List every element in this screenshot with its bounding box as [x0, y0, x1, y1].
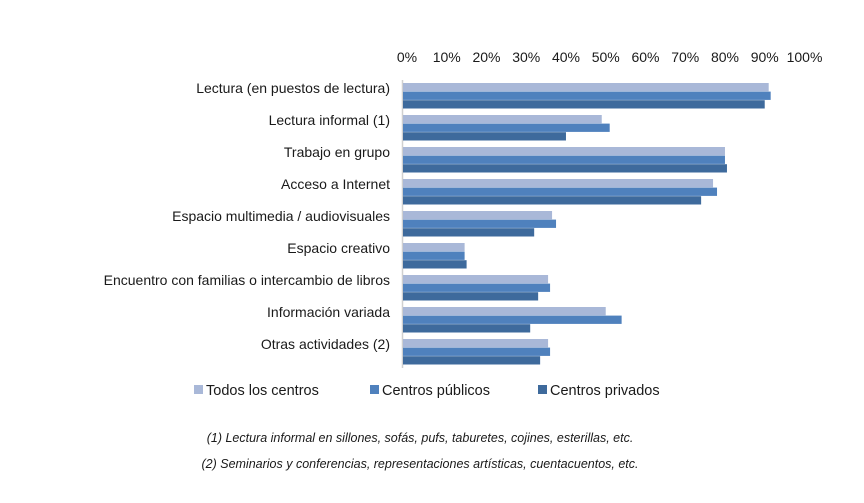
- bar: [403, 292, 539, 301]
- bar: [403, 315, 622, 324]
- footnote-1: (1) Lectura informal en sillones, sofás,…: [207, 431, 634, 445]
- legend-swatch: [538, 385, 547, 394]
- bar: [403, 115, 602, 124]
- bar: [403, 219, 557, 228]
- bar: [403, 179, 714, 188]
- category-label: Lectura informal (1): [269, 112, 390, 128]
- bar: [403, 251, 465, 260]
- x-tick-label: 10%: [433, 49, 461, 65]
- bar: [403, 91, 771, 100]
- bar: [403, 356, 541, 365]
- bar: [403, 187, 718, 196]
- x-tick-label: 20%: [472, 49, 500, 65]
- bar: [403, 100, 765, 109]
- category-label: Espacio multimedia / audiovisuales: [172, 208, 390, 224]
- legend-swatch: [370, 385, 379, 394]
- bar: [403, 339, 549, 348]
- bar: [403, 196, 702, 205]
- x-tick-label: 50%: [592, 49, 620, 65]
- category-label: Información variada: [267, 304, 390, 320]
- bar: [403, 307, 606, 316]
- bar: [403, 83, 769, 92]
- x-tick-label: 90%: [751, 49, 779, 65]
- bar: [403, 324, 531, 333]
- bar: [403, 155, 725, 164]
- category-label: Encuentro con familias o intercambio de …: [104, 272, 390, 288]
- x-tick-label: 100%: [787, 49, 823, 65]
- bar: [403, 228, 535, 237]
- bar: [403, 260, 467, 269]
- category-labels: Lectura (en puestos de lectura) Lectura i…: [104, 80, 391, 352]
- bar: [403, 283, 551, 292]
- bars: [403, 83, 771, 365]
- footnote-2: (2) Seminarios y conferencias, represent…: [201, 457, 638, 471]
- bar: [403, 243, 465, 252]
- bar: [403, 132, 566, 141]
- x-tick-label: 60%: [631, 49, 659, 65]
- legend-label: Todos los centros: [206, 383, 319, 399]
- x-tick-label: 0%: [397, 49, 417, 65]
- bar: [403, 275, 549, 284]
- legend-label: Centros públicos: [382, 383, 490, 399]
- x-tick-label: 70%: [671, 49, 699, 65]
- x-tick-label: 30%: [512, 49, 540, 65]
- bar: [403, 164, 727, 173]
- category-label: Otras actividades (2): [261, 336, 390, 352]
- legend-label: Centros privados: [550, 383, 660, 399]
- x-tick-label: 40%: [552, 49, 580, 65]
- bar: [403, 123, 610, 132]
- category-label: Trabajo en grupo: [284, 144, 390, 160]
- bar: [403, 211, 553, 220]
- category-label: Acceso a Internet: [281, 176, 390, 192]
- category-label: Lectura (en puestos de lectura): [196, 80, 390, 96]
- legend-swatch: [194, 385, 203, 394]
- category-label: Espacio creativo: [287, 240, 390, 256]
- bar: [403, 347, 551, 356]
- x-axis-ticks: 0% 10% 20% 30% 40% 50% 60% 70% 80% 90% 100%: [397, 49, 823, 65]
- legend: Todos los centros Centros públicos Centros…: [194, 383, 660, 399]
- bar: [403, 147, 725, 156]
- x-tick-label: 80%: [711, 49, 739, 65]
